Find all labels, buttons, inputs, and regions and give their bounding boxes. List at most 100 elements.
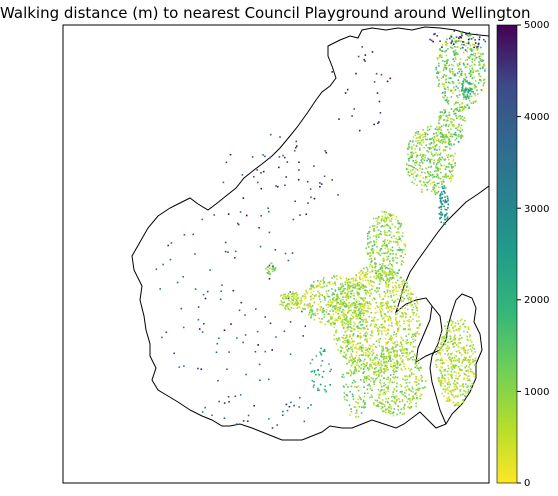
distance-point-3912: [453, 43, 455, 45]
distance-point-752: [415, 335, 417, 338]
distance-point-1126: [310, 315, 312, 318]
distance-point-3356: [351, 382, 354, 384]
distance-point-2738: [443, 87, 446, 90]
distance-point-2033: [389, 357, 391, 359]
distance-point-1456: [444, 336, 446, 339]
distance-point-3652: [470, 83, 473, 85]
distance-point-427: [378, 339, 380, 341]
distance-point-1546: [455, 344, 458, 346]
distance-point-1355: [455, 403, 457, 406]
distance-point-3627: [468, 90, 470, 92]
distance-point-1729: [403, 406, 405, 409]
distance-point-3479: [292, 293, 294, 295]
distance-point-2425: [416, 130, 418, 133]
distance-point-3879: [285, 403, 288, 406]
distance-point-2412: [419, 147, 421, 149]
distance-point-1981: [401, 352, 403, 354]
distance-point-2177: [367, 252, 370, 255]
distance-point-3398: [352, 379, 355, 382]
distance-point-2437: [422, 154, 424, 156]
distance-point-3688: [321, 376, 324, 378]
distance-point-3846: [379, 112, 382, 114]
distance-point-3331: [366, 362, 368, 364]
distance-point-2644: [415, 167, 417, 170]
distance-point-3125: [451, 135, 453, 138]
distance-point-1179: [333, 323, 335, 325]
distance-point-3505: [293, 292, 296, 295]
distance-point-1016: [319, 301, 322, 303]
distance-point-425: [394, 313, 397, 316]
distance-point-428: [359, 270, 362, 273]
distance-point-1819: [417, 387, 419, 390]
distance-point-2689: [440, 164, 443, 167]
distance-point-2795: [477, 48, 479, 50]
distance-point-2181: [375, 263, 377, 265]
distance-point-3820: [295, 146, 297, 149]
distance-point-2272: [398, 269, 400, 272]
distance-point-2065: [383, 252, 385, 254]
distance-point-2578: [428, 179, 431, 181]
distance-point-1675: [371, 396, 373, 398]
distance-point-3475: [286, 295, 289, 297]
distance-point-355: [338, 310, 341, 312]
distance-point-995: [306, 304, 308, 306]
distance-point-3882: [299, 396, 301, 399]
distance-point-1731: [403, 412, 405, 415]
distance-point-2042: [380, 365, 383, 367]
distance-point-345: [386, 342, 389, 344]
distance-point-3085: [452, 73, 454, 75]
distance-point-3861: [371, 51, 374, 53]
distance-point-408: [397, 290, 399, 293]
distance-point-2256: [389, 233, 391, 236]
distance-point-2635: [438, 128, 441, 130]
distance-point-1489: [458, 339, 460, 341]
distance-point-2632: [420, 134, 423, 137]
distance-point-59: [404, 307, 406, 309]
distance-point-1236: [349, 317, 352, 320]
distance-point-562: [396, 312, 399, 315]
distance-point-2367: [445, 172, 447, 175]
distance-point-1793: [383, 391, 386, 394]
distance-point-2396: [448, 141, 450, 144]
distance-point-3414: [360, 412, 363, 414]
distance-point-3253: [342, 327, 345, 330]
distance-point-2678: [438, 186, 440, 189]
distance-point-1041: [354, 310, 356, 312]
distance-point-2552: [429, 160, 431, 162]
distance-point-3118: [452, 110, 455, 113]
distance-point-3380: [357, 385, 359, 388]
distance-point-2024: [376, 376, 378, 379]
distance-point-1872: [392, 350, 395, 352]
distance-point-3056: [445, 44, 448, 46]
distance-point-1847: [415, 384, 418, 386]
distance-point-1435: [443, 342, 446, 344]
distance-point-3392: [348, 320, 350, 323]
distance-point-1889: [418, 389, 420, 392]
distance-point-3344: [359, 314, 361, 317]
distance-point-3766: [237, 223, 240, 226]
distance-point-3502: [294, 302, 297, 304]
distance-point-794: [389, 319, 392, 321]
distance-point-2092: [375, 217, 377, 219]
distance-point-257: [403, 322, 405, 325]
distance-point-3811: [285, 176, 287, 178]
distance-point-829: [405, 335, 408, 337]
distance-point-1308: [461, 362, 464, 364]
distance-point-288: [379, 279, 381, 281]
distance-point-3664: [315, 355, 318, 357]
distance-point-2729: [454, 164, 456, 167]
distance-point-516: [391, 281, 394, 284]
distance-point-2846: [443, 74, 445, 76]
distance-point-3725: [162, 263, 164, 266]
distance-point-1508: [449, 358, 451, 361]
distance-point-2185: [383, 244, 386, 246]
distance-point-1754: [410, 373, 413, 376]
distance-point-3387: [362, 351, 365, 354]
distance-point-3810: [325, 151, 328, 154]
distance-point-654: [387, 278, 389, 280]
distance-point-2906: [441, 44, 444, 46]
distance-point-1066: [343, 322, 346, 324]
distance-point-3798: [269, 156, 272, 159]
distance-point-2750: [438, 71, 441, 74]
distance-point-1495: [467, 390, 470, 393]
